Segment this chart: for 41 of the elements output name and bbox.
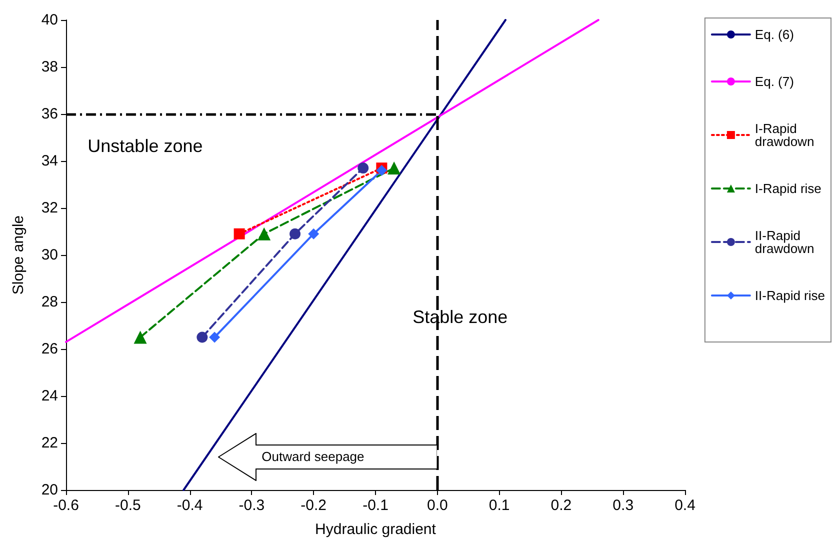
- legend-label: II-Rapid rise: [754, 288, 825, 303]
- x-tick-label: -0.1: [362, 497, 388, 514]
- x-axis-title: Hydraulic gradient: [315, 521, 437, 538]
- y-tick-label: 28: [41, 294, 58, 310]
- point: [308, 228, 320, 240]
- point: [258, 227, 271, 240]
- x-tick-label: -0.6: [53, 497, 79, 514]
- x-tick-label: 0.0: [426, 497, 448, 514]
- x-tick-label: -0.2: [300, 497, 327, 514]
- y-tick-label: 30: [41, 246, 58, 264]
- legend-label: I-Rapid rise: [754, 181, 822, 196]
- y-tick-label: 22: [41, 434, 58, 452]
- x-tick-label: -0.3: [238, 497, 265, 514]
- point: [388, 162, 401, 175]
- point: [134, 330, 147, 344]
- x-tick-label: 0.1: [488, 497, 510, 514]
- y-tick-label: 36: [41, 106, 58, 122]
- y-tick-label: 34: [41, 152, 58, 170]
- x-tick-label: 0.3: [612, 497, 634, 514]
- x-tick-label: -0.4: [176, 497, 203, 514]
- point: [209, 332, 220, 343]
- annotation: Unstable zone: [88, 136, 203, 157]
- x-tick-label: -0.5: [114, 497, 141, 514]
- y-tick-label: 38: [41, 58, 58, 76]
- x-tick-label: 0.2: [550, 497, 572, 514]
- y-tick-label: 32: [41, 200, 58, 216]
- legend-label: II-Rapid drawdown: [754, 228, 814, 256]
- y-axis-title: Slope angle: [10, 215, 27, 295]
- point: [196, 332, 208, 343]
- legend-label: Eq. (6): [754, 27, 794, 42]
- legend-label: I-Rapid drawdown: [754, 121, 814, 149]
- point: [234, 228, 245, 240]
- legend-label: Eq. (7): [754, 74, 794, 89]
- y-tick-label: 26: [41, 340, 58, 358]
- y-tick-label: 24: [41, 388, 58, 404]
- y-tick-label: 20: [41, 482, 58, 498]
- point: [290, 228, 301, 240]
- point: [358, 162, 369, 174]
- y-tick-label: 40: [41, 12, 58, 28]
- x-tick-label: 0.4: [674, 497, 696, 514]
- annotation: Outward seepage: [262, 449, 364, 464]
